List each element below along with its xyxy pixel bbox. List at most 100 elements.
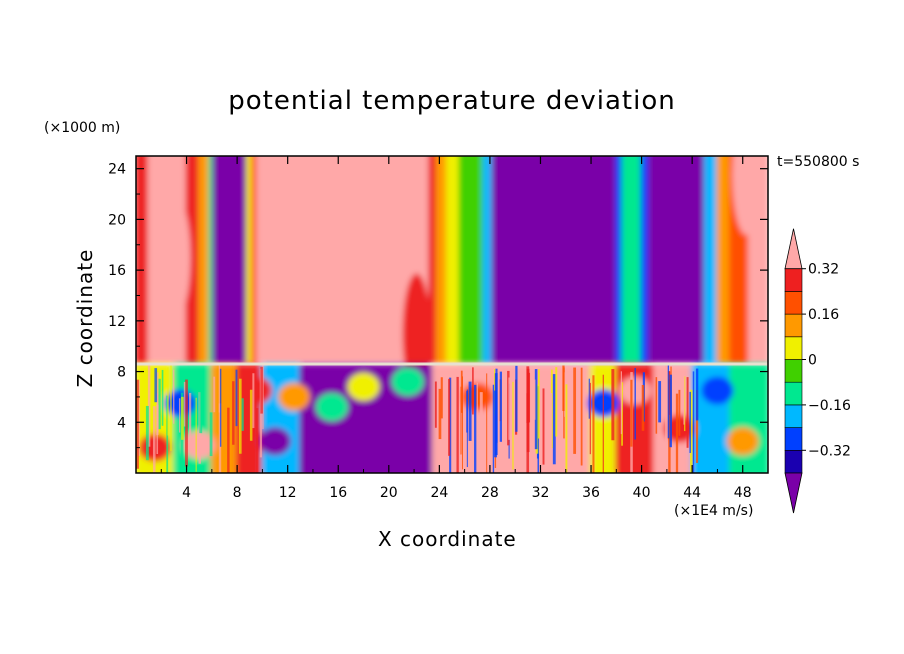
streak <box>476 382 478 451</box>
x-tick-label: 4 <box>182 485 191 501</box>
streak <box>569 375 571 462</box>
upper-layer <box>136 156 768 394</box>
x-tick-label: 12 <box>279 485 297 501</box>
streak <box>492 384 495 473</box>
plot-area <box>136 156 768 473</box>
streak <box>686 377 689 448</box>
streak <box>147 364 151 447</box>
streak <box>588 378 590 419</box>
contour-band <box>428 156 438 364</box>
streak <box>667 365 670 439</box>
streak <box>555 367 558 437</box>
contour-band <box>458 156 485 364</box>
streak <box>252 373 255 429</box>
contour-band <box>208 156 215 364</box>
streak <box>695 368 699 421</box>
streak <box>213 376 216 413</box>
streak <box>239 378 242 454</box>
streak <box>232 381 235 445</box>
contour-blob <box>347 372 380 401</box>
streak <box>641 384 645 431</box>
streak <box>562 364 565 412</box>
streak <box>472 367 474 415</box>
contour-blob <box>259 427 292 456</box>
x-tick-label: 28 <box>481 485 499 501</box>
streak <box>683 374 685 425</box>
y-axis-unit: (×1000 m) <box>44 120 121 136</box>
x-axis-label: X coordinate <box>378 527 517 551</box>
streak <box>195 397 197 472</box>
colorbar-label: 0.32 <box>808 262 839 278</box>
x-tick-label: 24 <box>430 485 448 501</box>
streak <box>634 368 636 440</box>
streak <box>479 392 483 441</box>
contour-blob <box>701 376 734 405</box>
streak <box>565 384 568 473</box>
streak <box>466 389 468 468</box>
streak <box>665 364 668 473</box>
streak <box>227 407 230 473</box>
streak <box>145 405 149 461</box>
y-axis-label: Z coordinate <box>73 248 97 388</box>
contour-band <box>251 156 259 364</box>
y-tick-label: 24 <box>108 162 126 178</box>
colorbar-box <box>784 291 803 315</box>
streak <box>602 374 604 473</box>
streak <box>468 381 472 441</box>
streak <box>533 379 536 420</box>
colorbar-box <box>784 336 803 360</box>
streak <box>181 396 184 440</box>
streak <box>461 376 464 470</box>
plot-frame <box>135 155 769 474</box>
streak <box>170 364 172 451</box>
streak <box>241 398 244 431</box>
streak <box>658 381 662 423</box>
streak <box>630 379 633 447</box>
contour-blob <box>732 156 761 236</box>
streak <box>158 378 161 430</box>
streak <box>512 381 514 470</box>
colorbar-box <box>784 313 803 338</box>
contour-blob <box>391 367 424 396</box>
streak <box>152 406 156 473</box>
contour-band <box>445 156 461 364</box>
streak <box>655 377 658 434</box>
colorbar-label: −0.16 <box>808 398 851 414</box>
contour-blob <box>726 427 759 456</box>
contour-band <box>435 156 448 364</box>
turbulence-streaks <box>136 364 699 473</box>
x-tick-label: 16 <box>329 485 347 501</box>
streak <box>260 366 263 414</box>
streak <box>564 372 567 417</box>
streak <box>678 389 681 436</box>
streak <box>669 374 672 448</box>
streak <box>156 404 159 435</box>
streak <box>515 365 518 432</box>
contour-band <box>716 156 732 364</box>
streak <box>537 369 540 439</box>
streak <box>438 388 442 440</box>
contour-blob <box>436 427 468 456</box>
streak <box>199 371 203 434</box>
streak <box>262 365 264 430</box>
contour-band <box>729 363 768 473</box>
colorbar-label: −0.32 <box>808 443 851 459</box>
streak <box>542 388 545 465</box>
streak <box>434 381 437 428</box>
colorbar-label: 0 <box>808 353 817 369</box>
colorbar-box <box>784 359 803 383</box>
streak <box>499 371 502 442</box>
streak <box>526 393 530 473</box>
streak <box>173 369 175 424</box>
streak <box>460 386 462 455</box>
streak <box>235 369 238 427</box>
streak <box>534 369 538 450</box>
y-tick-label: 16 <box>108 263 126 279</box>
streak <box>166 395 169 473</box>
streak <box>460 370 463 413</box>
streak <box>592 375 595 473</box>
streak <box>448 378 451 456</box>
x-tick-label: 8 <box>233 485 242 501</box>
streak <box>668 378 671 473</box>
